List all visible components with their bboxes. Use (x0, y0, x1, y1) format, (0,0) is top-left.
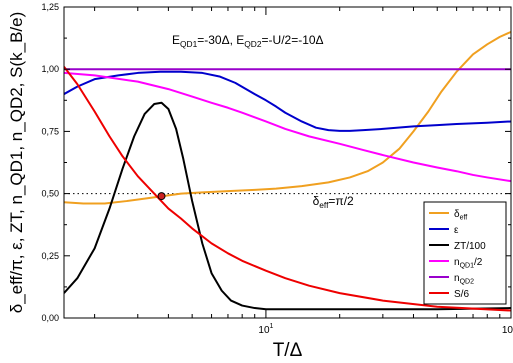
legend-entry-part: ZT/100 (454, 241, 486, 252)
y-tick-label: 1,00 (41, 64, 59, 74)
marker-layer (157, 192, 166, 201)
legend-entry-part: n (454, 273, 460, 284)
intersection-marker (157, 192, 166, 201)
x-tick-label: 101 (258, 323, 273, 336)
reference-annotation-part: =π/2 (328, 194, 354, 208)
x-tick-base: 10 (258, 325, 270, 336)
series-line-1 (64, 70, 511, 132)
legend-entry-part: QD2 (460, 279, 475, 286)
annotation-layer: EQD1=-30Δ, EQD2=-U/2=-10Δ δeff=π/2 (172, 33, 354, 210)
legend-box (423, 201, 507, 305)
legend-entry-part: δ (454, 209, 460, 220)
series-layer (64, 30, 511, 312)
series-line-3 (64, 71, 511, 183)
x-tick-label: 10 (502, 325, 513, 336)
y-axis-label: δ_eff/π, ε, ZT, n_QD1, n_QD2, S(k_B/e) (7, 12, 26, 314)
legend-entry: S/6 (454, 289, 469, 300)
legend-entry-part: ε (454, 225, 459, 236)
x-tick-base: 10 (502, 325, 513, 336)
legend-entry-part: /2 (474, 257, 483, 268)
parameter-annotation: EQD1=-30Δ, EQD2=-U/2=-10Δ (172, 33, 324, 49)
legend-entry-part: eff (460, 215, 468, 222)
reference-annotation-part: eff (319, 200, 329, 210)
y-tick-label: 0,75 (41, 126, 59, 136)
axis-labels-layer: T/Δ δ_eff/π, ε, ZT, n_QD1, n_QD2, S(k_B/e… (7, 12, 303, 361)
parameter-annotation-part: =-U/2=-10Δ (262, 33, 324, 47)
legend-entry: δeff (454, 209, 467, 222)
y-tick-label: 0,50 (41, 189, 59, 199)
parameter-annotation-part: QD1 (180, 39, 198, 49)
parameter-annotation-part: E (172, 33, 180, 47)
series-line-0 (64, 30, 511, 205)
x-tick-exponent: 1 (270, 323, 274, 330)
legend-entry-part: n (454, 257, 460, 268)
legend-entry: nQD2 (454, 273, 474, 286)
y-tick-label: 0,00 (41, 313, 59, 323)
series-line-5 (64, 66, 511, 312)
parameter-annotation-part: =-30Δ, E (197, 33, 244, 47)
reference-annotation-part: δ (313, 194, 320, 208)
legend-entry-part: S/6 (454, 289, 469, 300)
x-axis-label: T/Δ (273, 340, 303, 361)
legend-entry-part: QD1 (460, 263, 475, 270)
legend-entry: ε (454, 225, 459, 236)
y-tick-label: 0,25 (41, 251, 59, 261)
legend-entry: nQD1/2 (454, 257, 483, 270)
series-line-2 (64, 101, 511, 311)
legend-entry: ZT/100 (454, 241, 486, 252)
y-tick-label: 1,25 (41, 2, 59, 12)
parameter-annotation-part: QD2 (244, 39, 262, 49)
reference-annotation: δeff=π/2 (313, 194, 354, 210)
